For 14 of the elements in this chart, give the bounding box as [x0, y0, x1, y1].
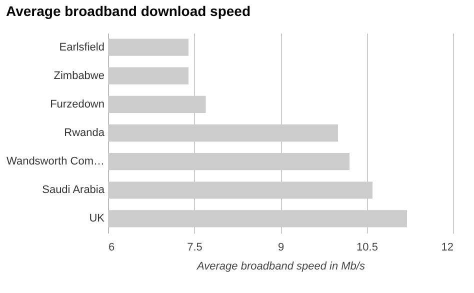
x-tick-label: 7.5	[187, 242, 202, 254]
y-tick-label: Wandsworth Com…	[6, 156, 104, 168]
y-tick-label: Saudi Arabia	[42, 184, 106, 196]
x-tick-label: 10.5	[356, 242, 378, 254]
y-tick-label: Rwanda	[64, 127, 106, 139]
y-tick-label: Furzedown	[50, 98, 104, 110]
chart-title: Average broadband download speed	[6, 3, 251, 19]
x-tick-label: 6	[108, 242, 115, 254]
y-tick-label: Earlsfield	[59, 41, 104, 54]
x-tick-label: 12	[441, 242, 454, 254]
x-axis-title: Average broadband speed in Mb/s	[196, 260, 366, 272]
y-tick-label: Zimbabwe	[54, 70, 104, 82]
y-tick-label: UK	[89, 212, 106, 225]
x-tick-label: 9	[278, 242, 284, 254]
